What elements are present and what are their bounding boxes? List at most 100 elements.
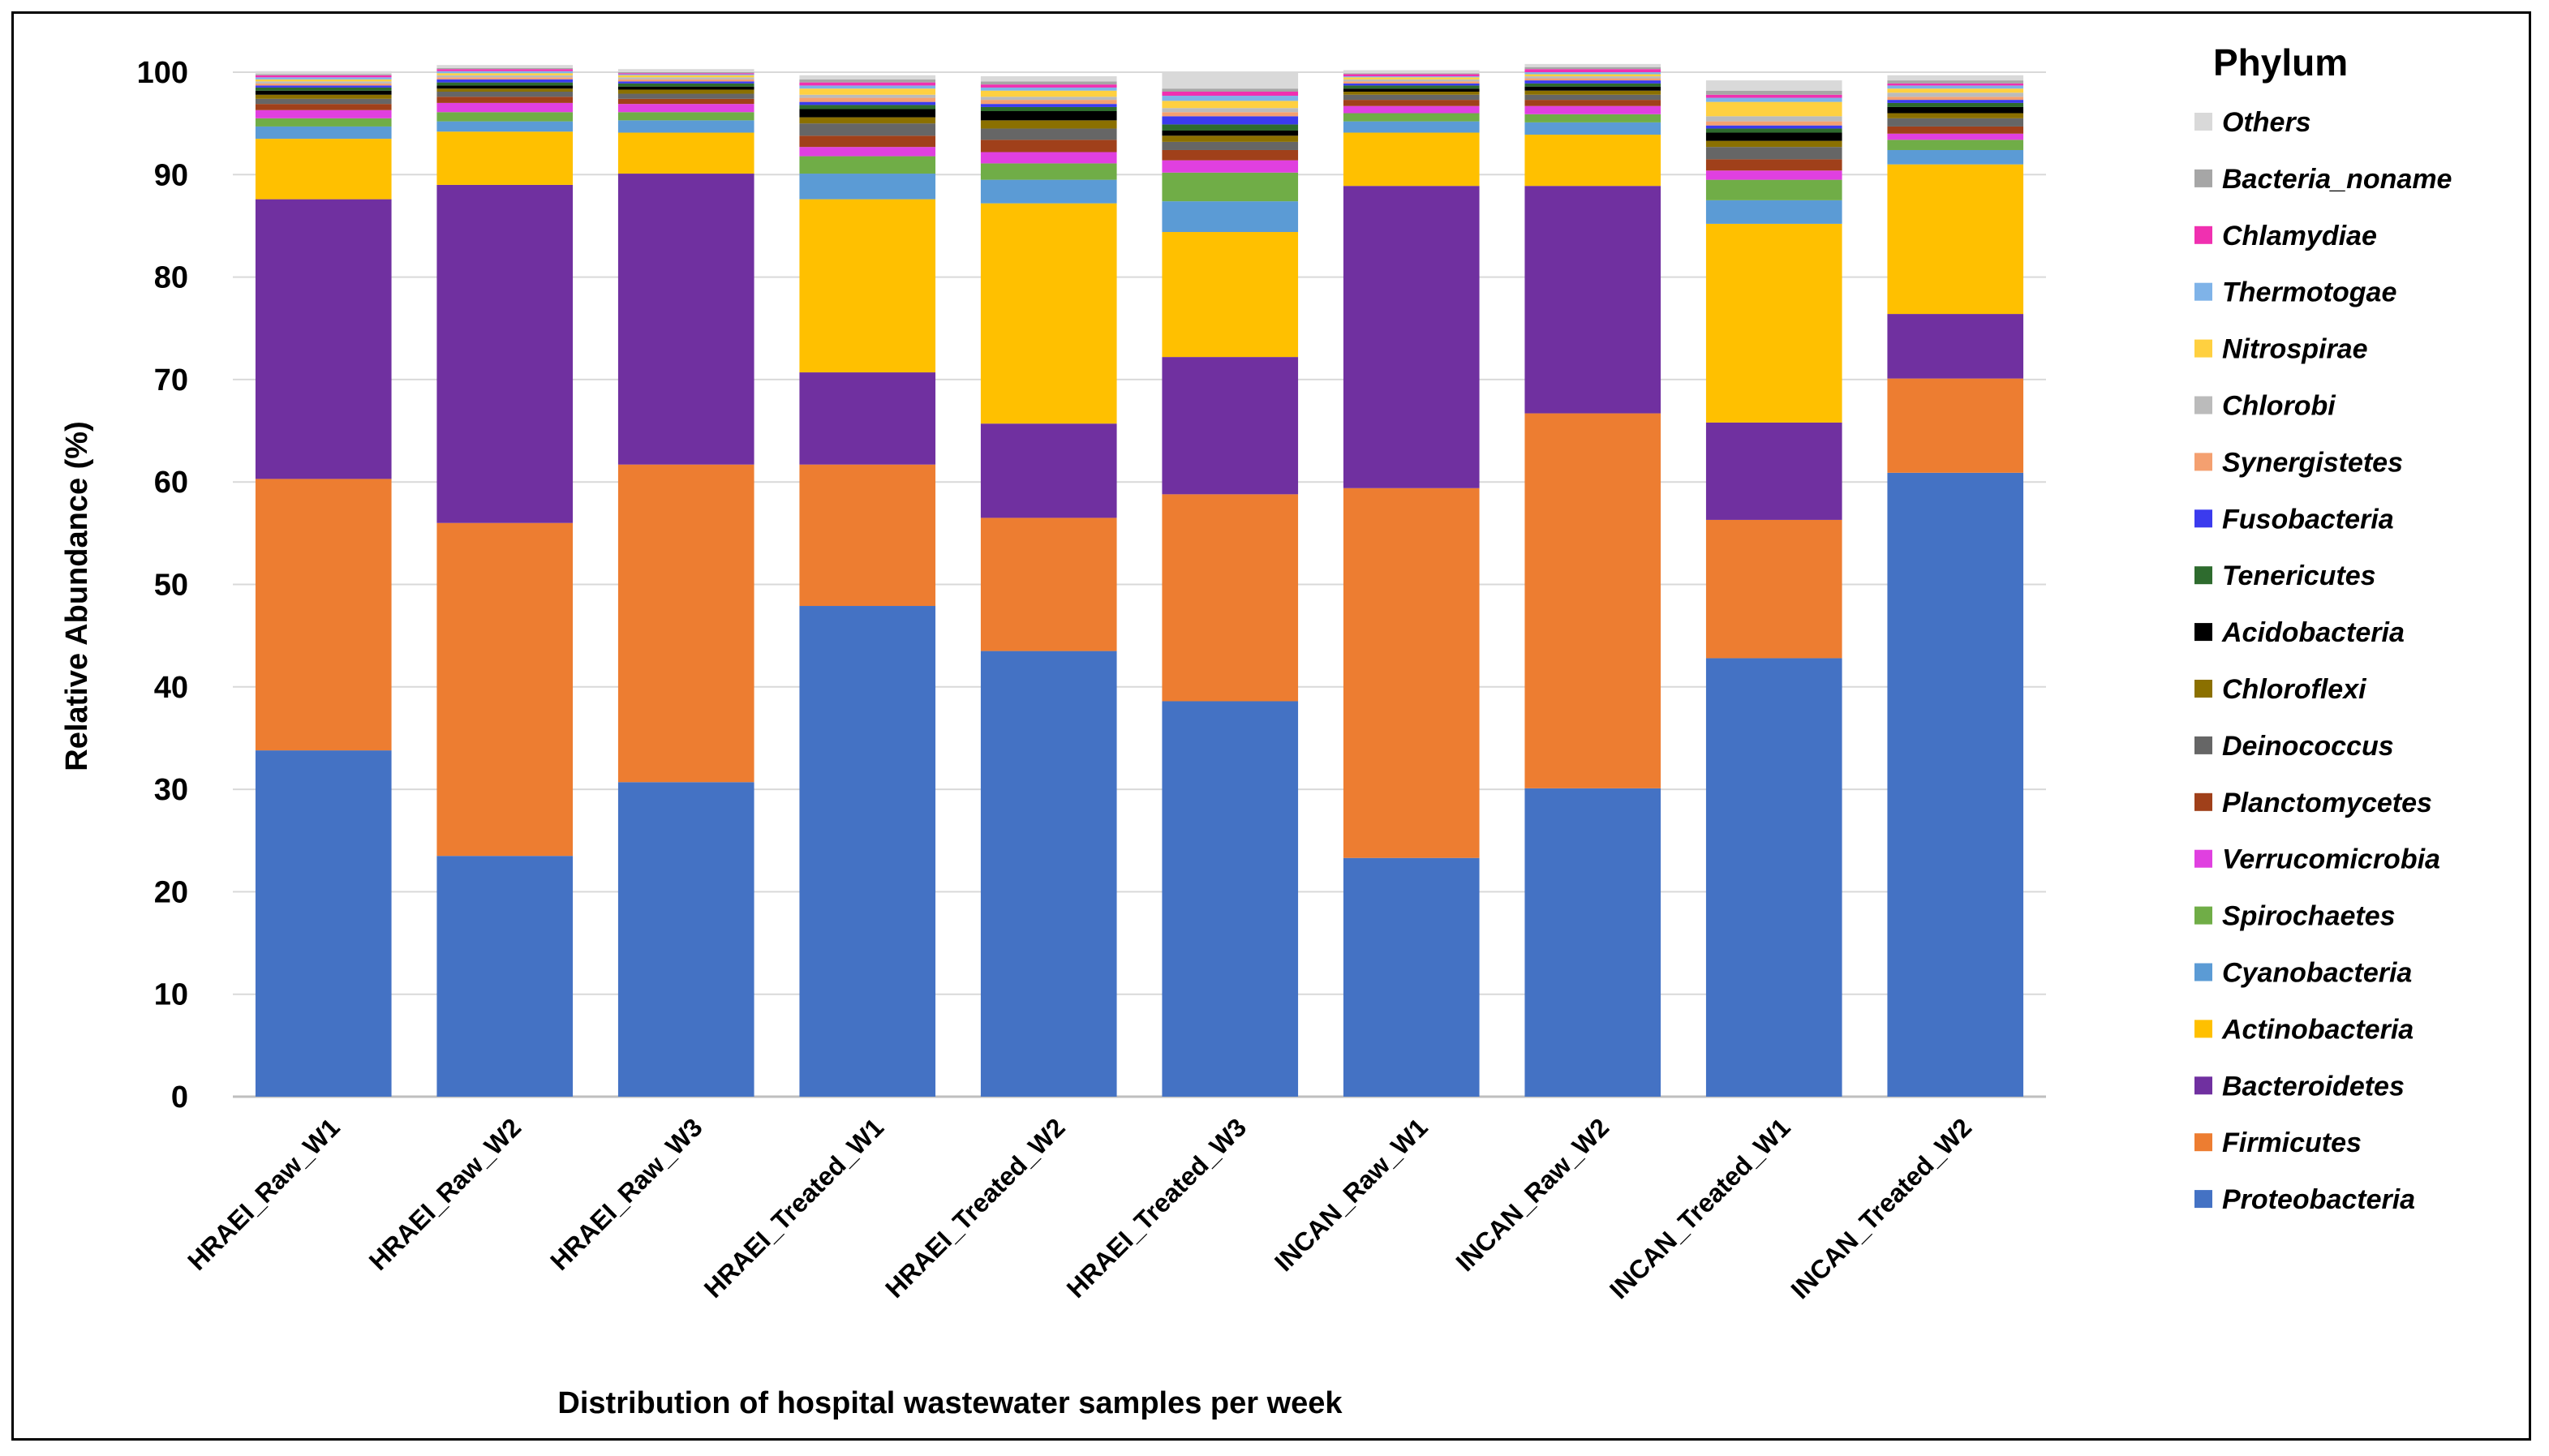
y-tick-labels: 0 10 20 30 40 50 60 70 80 90 100 bbox=[137, 56, 188, 1115]
bar-segment-deinococcus bbox=[1343, 94, 1480, 101]
legend-label: Bacteria_noname bbox=[2222, 164, 2452, 195]
bar-segment-nitrospirae bbox=[1887, 88, 2024, 93]
bar-segment-bacteria-noname bbox=[436, 67, 574, 70]
bar-segment-synergistetes bbox=[1524, 78, 1661, 81]
bar-segment-firmicutes bbox=[1162, 494, 1299, 702]
legend-label: Thermotogae bbox=[2222, 277, 2396, 308]
legend-swatch bbox=[2194, 225, 2212, 244]
bar-segment-synergistetes bbox=[1705, 121, 1842, 126]
bar-segment-thermotogae bbox=[1705, 97, 1842, 102]
bar-segment-spirochaetes bbox=[1343, 113, 1480, 122]
bar-segment-others bbox=[1524, 63, 1661, 67]
bar-segment-acidobacteria bbox=[799, 109, 936, 118]
bar-segment-nitrospirae bbox=[255, 79, 392, 82]
legend-swatch bbox=[2194, 453, 2212, 471]
legend-swatch bbox=[2194, 849, 2212, 868]
bar-segment-chlorobi bbox=[1887, 92, 2024, 97]
bar-segment-fusobacteria bbox=[1162, 116, 1299, 125]
bar-segment-bacteria-noname bbox=[1887, 80, 2024, 84]
legend-label: Fusobacteria bbox=[2222, 504, 2394, 535]
bar-segment-acidobacteria bbox=[1343, 88, 1480, 92]
x-tick-label: HRAEI_Treated_W2 bbox=[879, 1112, 1070, 1303]
bar-segment-firmicutes bbox=[255, 479, 392, 751]
bar-segment-nitrospirae bbox=[1343, 77, 1480, 79]
bar-segment-deinococcus bbox=[980, 128, 1117, 140]
bar-segment-nitrospirae bbox=[1705, 101, 1842, 117]
bar-segment-chlorobi bbox=[799, 94, 936, 98]
legend-label: Chlamydiae bbox=[2222, 221, 2377, 251]
bar-segment-cyanobacteria bbox=[980, 179, 1117, 204]
bar-segment-bacteroidetes bbox=[1524, 186, 1661, 414]
bar-segment-fusobacteria bbox=[436, 79, 574, 83]
legend-swatch bbox=[2194, 906, 2212, 925]
bar-segment-deinococcus bbox=[255, 98, 392, 105]
bar-segment-deinococcus bbox=[799, 123, 936, 136]
bar-segment-proteobacteria bbox=[1705, 658, 1842, 1097]
legend-label: Verrucomicrobia bbox=[2222, 844, 2440, 875]
bar-segment-firmicutes bbox=[980, 518, 1117, 651]
bars bbox=[255, 63, 2024, 1097]
bar-stack-hraei-raw-w1 bbox=[255, 71, 392, 1097]
bar-stack-hraei-raw-w2 bbox=[436, 65, 574, 1097]
bar-segment-firmicutes bbox=[1705, 519, 1842, 659]
bar-segment-cyanobacteria bbox=[617, 120, 754, 133]
bar-segment-firmicutes bbox=[1887, 378, 2024, 473]
bar-segment-bacteroidetes bbox=[1887, 314, 2024, 379]
bar-segment-chloroflexi bbox=[1524, 90, 1661, 95]
legend-label: Proteobacteria bbox=[2222, 1184, 2415, 1215]
bar-segment-actinobacteria bbox=[1162, 232, 1299, 358]
bar-segment-actinobacteria bbox=[980, 203, 1117, 424]
legend-swatch bbox=[2194, 169, 2212, 187]
bar-segment-firmicutes bbox=[1524, 413, 1661, 788]
bar-segment-chlamydiae bbox=[1524, 69, 1661, 72]
bar-segment-tenericutes bbox=[255, 87, 392, 91]
y-tick-label: 30 bbox=[154, 773, 188, 807]
bar-segment-chloroflexi bbox=[980, 120, 1117, 129]
bar-segment-verrucomicrobia bbox=[1343, 105, 1480, 114]
bar-segment-acidobacteria bbox=[1524, 86, 1661, 91]
bar-segment-others bbox=[436, 65, 574, 68]
bar-segment-others bbox=[799, 75, 936, 79]
bar-stack-hraei-treated-w2 bbox=[980, 76, 1117, 1097]
bar-segment-actinobacteria bbox=[1705, 223, 1842, 423]
bar-segment-spirochaetes bbox=[617, 112, 754, 121]
bar-segment-chlamydiae bbox=[1887, 83, 2024, 86]
bar-segment-verrucomicrobia bbox=[1524, 105, 1661, 114]
y-tick-label: 20 bbox=[154, 875, 188, 909]
bar-segment-synergistetes bbox=[255, 83, 392, 86]
bar-segment-bacteria-noname bbox=[1524, 67, 1661, 70]
bar-segment-verrucomicrobia bbox=[255, 110, 392, 118]
legend: Phylum Others Bacteria_noname Chlamydiae Th… bbox=[2194, 41, 2452, 1215]
bar-segment-proteobacteria bbox=[617, 782, 754, 1097]
legend-title: Phylum bbox=[2213, 41, 2348, 84]
bar-segment-actinobacteria bbox=[436, 131, 574, 185]
bar-segment-chloroflexi bbox=[255, 94, 392, 99]
bar-segment-nitrospirae bbox=[799, 88, 936, 95]
bar-segment-chlamydiae bbox=[1162, 91, 1299, 97]
bar-segment-bacteroidetes bbox=[980, 423, 1117, 518]
bar-segment-proteobacteria bbox=[1524, 788, 1661, 1097]
bar-segment-actinobacteria bbox=[255, 139, 392, 200]
bar-segment-others bbox=[255, 71, 392, 75]
legend-item-fusobacteria: Fusobacteria bbox=[2194, 504, 2394, 535]
bar-segment-tenericutes bbox=[1162, 124, 1299, 131]
bar-segment-proteobacteria bbox=[980, 651, 1117, 1097]
legend-swatch bbox=[2194, 1190, 2212, 1209]
legend-swatch bbox=[2194, 1020, 2212, 1038]
bar-segment-proteobacteria bbox=[1343, 857, 1480, 1097]
bar-segment-spirochaetes bbox=[255, 118, 392, 127]
bar-segment-bacteria-noname bbox=[1705, 90, 1842, 95]
legend-label: Cyanobacteria bbox=[2222, 958, 2412, 989]
bar-segment-tenericutes bbox=[799, 105, 936, 110]
bar-segment-chloroflexi bbox=[799, 117, 936, 124]
bar-segment-spirochaetes bbox=[1887, 140, 2024, 150]
bar-segment-deinococcus bbox=[617, 93, 754, 99]
bar-segment-others bbox=[1887, 75, 2024, 81]
bar-segment-actinobacteria bbox=[1524, 135, 1661, 187]
bar-segment-chloroflexi bbox=[617, 89, 754, 94]
bar-segment-acidobacteria bbox=[617, 86, 754, 90]
bar-segment-fusobacteria bbox=[1343, 83, 1480, 86]
bar-segment-synergistetes bbox=[799, 97, 936, 102]
bar-segment-fusobacteria bbox=[980, 104, 1117, 107]
legend-swatch bbox=[2194, 339, 2212, 358]
